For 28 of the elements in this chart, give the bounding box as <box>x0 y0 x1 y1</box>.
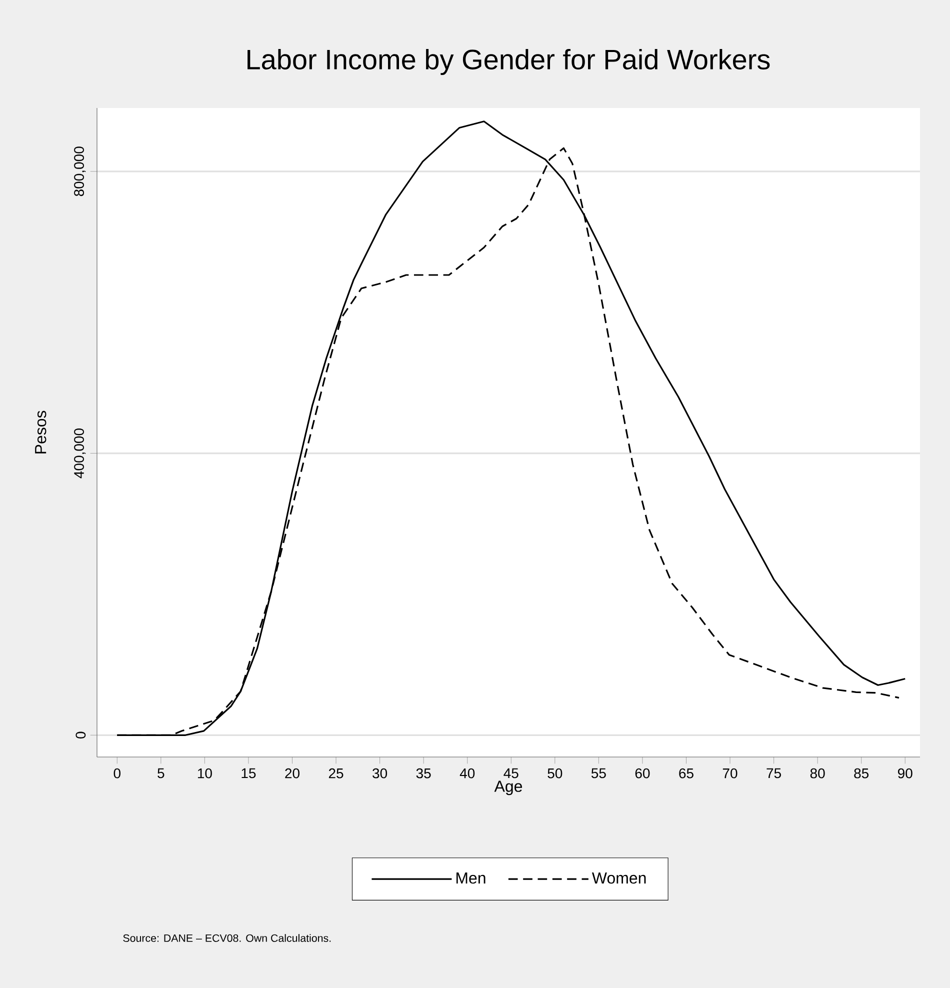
x-tick-label: 30 <box>372 768 388 778</box>
x-tick-label: 60 <box>635 768 650 778</box>
y-tick-label: 800,000 <box>74 146 86 196</box>
x-tick-label: 20 <box>285 768 300 778</box>
x-tick-label: 65 <box>679 768 694 778</box>
y-tick-label: 400,000 <box>74 428 86 478</box>
y-axis-title: Pesos <box>35 410 46 454</box>
x-tick-label: 85 <box>854 768 869 778</box>
source-note: Source: DANE – ECV08. Own Calculations. <box>123 934 331 942</box>
x-tick-label: 90 <box>898 768 912 778</box>
x-tick-label: 25 <box>328 768 344 778</box>
x-tick-label: 40 <box>460 768 475 778</box>
x-tick-label: 75 <box>766 768 781 778</box>
x-tick-label: 35 <box>416 768 431 778</box>
x-tick-label: 70 <box>722 768 738 778</box>
x-tick-label: 80 <box>810 768 825 778</box>
x-axis-title: Age <box>494 780 522 796</box>
x-tick-label: 15 <box>242 768 256 778</box>
x-tick-label: 10 <box>198 768 212 778</box>
x-tick-label: 50 <box>548 768 562 778</box>
x-tick-label: 45 <box>504 768 518 778</box>
legend-label: Men <box>456 872 486 884</box>
y-tick-label: 0 <box>76 732 86 738</box>
chart-title: Labor Income by Gender for Paid Workers <box>248 48 770 76</box>
legend-label: Women <box>592 872 646 884</box>
x-tick-label: 5 <box>158 768 164 778</box>
x-tick-label: 55 <box>591 768 606 778</box>
x-tick-label: 0 <box>114 768 120 778</box>
